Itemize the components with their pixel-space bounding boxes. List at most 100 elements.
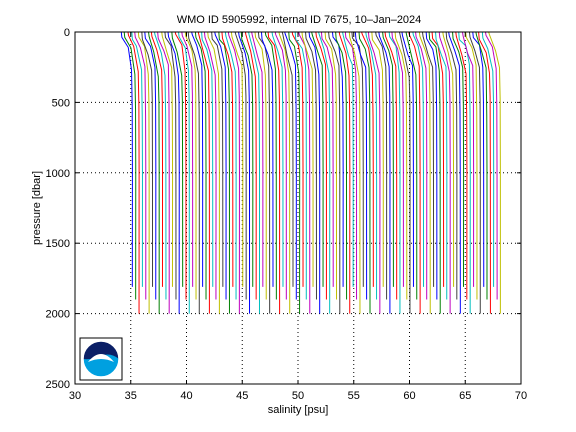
profile-line [144, 31, 157, 300]
profile-line [351, 31, 364, 287]
profile-line [344, 31, 358, 300]
profile-line [465, 31, 478, 300]
profile-line [224, 31, 237, 300]
profile-line [187, 31, 200, 314]
profile-line [401, 31, 414, 287]
profile-line [481, 31, 495, 287]
profile-line [418, 31, 431, 314]
profile-line [452, 31, 465, 287]
profile-line [394, 31, 408, 300]
profile-line [365, 31, 378, 300]
profile-line [342, 31, 354, 287]
profile-line [438, 31, 451, 314]
profile-line [221, 31, 234, 287]
x-tick-label: 50 [292, 390, 304, 402]
axis-ticks [74, 31, 522, 385]
profile-line [230, 31, 244, 287]
profile-line [248, 31, 261, 314]
profile-line [442, 31, 455, 287]
logo-sky [83, 341, 119, 360]
profile-line [281, 31, 294, 287]
y-tick-label: 2000 [46, 309, 70, 321]
x-tick-label: 55 [348, 390, 360, 402]
profile-line [367, 31, 381, 314]
profile-line [445, 31, 458, 300]
profile-line [371, 31, 384, 287]
profile-line [257, 31, 271, 314]
profile-line [361, 31, 374, 287]
profile-line [197, 31, 210, 314]
profile-line [398, 31, 411, 314]
profile-lines [120, 31, 501, 314]
profile-line [348, 31, 361, 314]
profile-line [311, 31, 324, 287]
profile-line [218, 31, 230, 314]
x-tick-labels: 30 35 40 45 50 55 60 65 70 [69, 390, 527, 402]
profile-line [484, 31, 498, 300]
profile-line [137, 31, 150, 314]
profile-line [150, 31, 164, 287]
profile-line [435, 31, 448, 300]
profile-line [184, 31, 197, 300]
profile-line [415, 31, 428, 300]
logo-ring [82, 340, 120, 378]
x-tick-label: 70 [515, 390, 527, 402]
profile-line [412, 31, 425, 287]
profile-line [375, 31, 388, 300]
profile-line [120, 31, 133, 287]
profile-line [405, 31, 418, 300]
profile-line [308, 31, 321, 314]
x-tick-label: 60 [403, 390, 415, 402]
profile-line [488, 31, 501, 314]
profile-line [388, 31, 401, 314]
profile-line [305, 31, 317, 300]
profile-line [421, 31, 435, 287]
profile-line [462, 31, 475, 287]
profile-line [294, 31, 307, 300]
profile-line [127, 31, 140, 314]
profile-line [134, 31, 147, 300]
profile-line [157, 31, 170, 314]
profile-line [391, 31, 404, 287]
profile-line [167, 31, 180, 314]
logo-gull [88, 354, 114, 362]
y-tick-label: 2500 [46, 379, 70, 391]
profile-line [207, 31, 220, 314]
profile-line [472, 31, 485, 287]
profile-line [171, 31, 184, 287]
x-axis-title: salinity [psu] [268, 404, 329, 416]
profile-line [251, 31, 264, 287]
profile-line [234, 31, 247, 300]
profile-line [240, 31, 254, 287]
profile-line [291, 31, 304, 287]
profile-line [328, 31, 341, 314]
profile-line [164, 31, 177, 300]
profile-line [468, 31, 481, 314]
profile-line [274, 31, 287, 300]
profile-line [455, 31, 468, 300]
profile-line [211, 31, 224, 287]
profile-line [475, 31, 488, 300]
profile-line [288, 31, 301, 314]
profile-line [178, 31, 190, 314]
y-tick-label: 1500 [46, 238, 70, 250]
y-tick-labels: 0 500 1000 1500 2000 2500 [46, 27, 70, 391]
profile-line [244, 31, 257, 300]
profile-line [131, 31, 143, 287]
profile-line [227, 31, 240, 314]
profile-line [284, 31, 297, 300]
profile-line [458, 31, 471, 314]
x-tick-label: 35 [125, 390, 137, 402]
x-tick-label: 30 [69, 390, 81, 402]
chart-title: WMO ID 5905992, internal ID 7675, 10–Jan… [177, 14, 422, 26]
profile-line [123, 31, 137, 300]
profile-line [260, 31, 274, 287]
profile-line [315, 31, 327, 300]
profile-line [201, 31, 214, 287]
profile-line [238, 31, 251, 314]
profile-line [267, 31, 281, 314]
profile-line [318, 31, 331, 314]
profile-line [194, 31, 207, 300]
noaa-logo [79, 337, 123, 381]
profile-line [428, 31, 441, 314]
